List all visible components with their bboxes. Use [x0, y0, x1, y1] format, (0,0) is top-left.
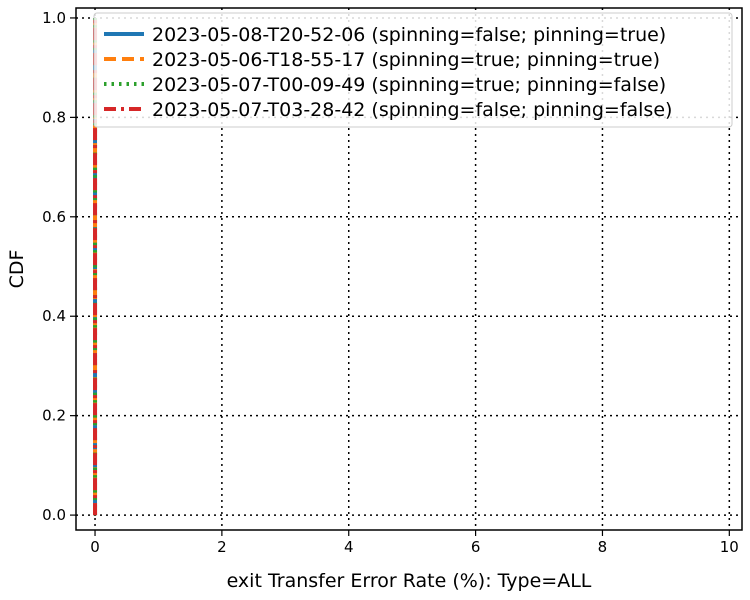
legend-box: [93, 12, 733, 128]
legend-label: 2023-05-08-T20-52-06 (spinning=false; pi…: [152, 24, 666, 46]
y-tick-label: 0.0: [42, 506, 66, 524]
y-tick-label: 0.2: [42, 407, 66, 425]
y-tick-label: 0.4: [42, 307, 66, 325]
x-tick-label: 8: [598, 538, 608, 556]
y-tick-label: 1.0: [42, 9, 66, 27]
legend: 2023-05-08-T20-52-06 (spinning=false; pi…: [93, 12, 733, 128]
x-axis-label: exit Transfer Error Rate (%): Type=ALL: [227, 570, 592, 592]
axis-ticks: 0 2 4 6 8 10 0.0 0.2 0.4 0.6 0.8 1.0: [42, 9, 739, 556]
legend-label: 2023-05-06-T18-55-17 (spinning=true; pin…: [152, 49, 660, 71]
x-tick-label: 4: [344, 538, 354, 556]
x-tick-label: 6: [471, 538, 481, 556]
x-tick-label: 10: [720, 538, 739, 556]
x-tick-label: 2: [217, 538, 227, 556]
x-tick-label: 0: [90, 538, 100, 556]
y-axis-label: CDF: [6, 250, 28, 289]
legend-label: 2023-05-07-T03-28-42 (spinning=false; pi…: [152, 99, 672, 121]
y-tick-label: 0.8: [42, 108, 66, 126]
legend-label: 2023-05-07-T00-09-49 (spinning=true; pin…: [152, 74, 666, 96]
plot-frame: [75, 7, 743, 531]
y-tick-label: 0.6: [42, 208, 66, 226]
